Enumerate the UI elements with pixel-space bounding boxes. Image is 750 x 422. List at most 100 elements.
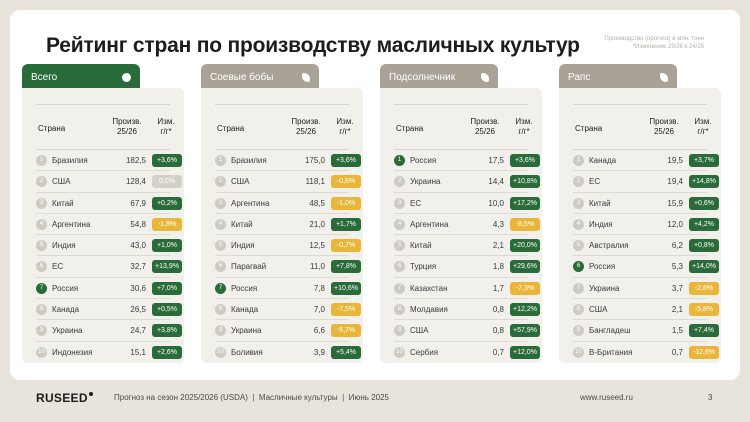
rank-badge: 1 xyxy=(573,155,584,166)
production-value: 6,2 xyxy=(671,241,683,251)
country-name: Россия xyxy=(52,283,79,293)
change-badge: +7,8% xyxy=(331,260,361,274)
table-row: 10 Сербия 0,7 +12,0% xyxy=(394,342,540,363)
production-value: 0,7 xyxy=(671,347,683,357)
table-row: 1 Россия 17,5 +3,6% xyxy=(394,150,540,172)
country-name: ЕС xyxy=(589,177,601,187)
change-badge: +2,6% xyxy=(152,345,182,359)
rank-badge: 3 xyxy=(215,197,226,209)
table-row: 9 США 0,8 +57,9% xyxy=(394,320,540,342)
table-row: 6 ЕС 32,7 +13,9% xyxy=(36,256,182,278)
production-value: 14,4 xyxy=(488,177,504,187)
rank-badge: 4 xyxy=(36,218,47,230)
table-row: 4 Аргентина 54,8 -1,8% xyxy=(36,214,182,236)
rank-badge: 10 xyxy=(573,346,584,358)
table-row: 8 США 2,1 -5,8% xyxy=(573,299,719,321)
change-badge: +3,6% xyxy=(152,154,182,167)
change-badge: -1,0% xyxy=(331,196,361,210)
tab-1[interactable]: Всего xyxy=(22,64,140,90)
rank-badge: 6 xyxy=(36,261,47,273)
rank-badge: 8 xyxy=(394,304,405,316)
table-header: Страна Произв. 25/26 Изм. г/г* xyxy=(573,104,712,150)
ranking-table: Страна Произв. 25/26 Изм. г/г* 1 Канада 19,5 +… xyxy=(559,88,721,363)
production-value: 3,7 xyxy=(671,283,683,293)
table-row: 9 Бангладеш 1,5 +7,4% xyxy=(573,320,719,342)
rank-badge: 2 xyxy=(573,176,584,188)
tab-2[interactable]: Соевые бобы xyxy=(201,64,319,90)
country-name: Китай xyxy=(52,198,74,208)
ruseed-logo[interactable]: RUSEED xyxy=(36,391,93,405)
country-name: Бангладеш xyxy=(589,326,631,336)
footer: RUSEED Прогноз на сезон 2025/2026 (USDA)… xyxy=(0,385,750,415)
change-badge: +17,2% xyxy=(510,196,540,210)
footer-url[interactable]: www.ruseed.ru xyxy=(580,393,633,402)
table-row: 4 Китай 21,0 +1,7% xyxy=(215,214,361,236)
column-header-change: Изм. г/г* xyxy=(157,117,175,136)
change-badge: +3,7% xyxy=(689,154,719,167)
production-value: 26,5 xyxy=(130,305,146,315)
country-name: Украина xyxy=(52,326,83,336)
circle-icon xyxy=(122,72,131,82)
rank-badge: 6 xyxy=(394,261,405,273)
country-name: Россия xyxy=(589,262,616,272)
rank-badge: 9 xyxy=(36,325,47,337)
rank-badge: 9 xyxy=(573,325,584,337)
rank-badge: 7 xyxy=(573,282,584,294)
country-name: Россия xyxy=(410,156,437,165)
column-header-change: Изм. г/г* xyxy=(515,117,533,136)
change-badge: -2,6% xyxy=(689,281,719,295)
table-row: 1 Бразилия 175,0 +3,6% xyxy=(215,150,361,172)
country-name: США xyxy=(410,326,429,336)
rank-badge: 7 xyxy=(394,282,405,294)
column-header-change: Изм. г/г* xyxy=(336,117,354,136)
country-name: Бразилия xyxy=(52,156,88,165)
change-badge: +29,6% xyxy=(510,260,540,274)
rank-badge: 3 xyxy=(36,197,47,209)
production-value: 10,0 xyxy=(488,198,504,208)
footer-text: Прогноз на сезон 2025/2026 (USDA) | Масл… xyxy=(114,393,389,402)
change-badge: -0,7% xyxy=(331,239,361,253)
table-row: 3 Аргентина 48,5 -1,0% xyxy=(215,193,361,214)
country-name: Сербия xyxy=(410,347,439,357)
table-header: Страна Произв. 25/26 Изм. г/г* xyxy=(36,104,175,150)
change-badge: +7,4% xyxy=(689,324,719,338)
change-badge: +4,2% xyxy=(689,217,719,231)
rank-badge: 4 xyxy=(394,218,405,230)
country-name: Молдавия xyxy=(410,305,448,315)
rank-badge: 1 xyxy=(394,155,405,166)
panel-4: Рапс Страна Произв. 25/26 Изм. г/г* 1 Канада 1… xyxy=(559,62,721,367)
change-badge: +12,2% xyxy=(510,303,540,317)
country-name: Китай xyxy=(589,198,611,208)
table-row: 5 Китай 2,1 +20,0% xyxy=(394,235,540,257)
rank-badge: 1 xyxy=(36,155,47,166)
table-row: 7 Казахстан 1,7 -7,3% xyxy=(394,278,540,300)
rank-badge: 1 xyxy=(215,155,226,166)
change-badge: -1,8% xyxy=(152,217,182,231)
change-badge: +14,0% xyxy=(689,260,719,274)
rank-badge: 9 xyxy=(215,325,226,337)
column-header-country: Страна xyxy=(217,124,245,133)
table-row: 8 Канада 7,0 -7,5% xyxy=(215,299,361,321)
production-value: 54,8 xyxy=(130,219,146,229)
tab-3[interactable]: Подсолнечник xyxy=(380,64,498,90)
tab-4[interactable]: Рапс xyxy=(559,64,677,90)
production-value: 1,7 xyxy=(492,283,504,293)
change-badge: -12,6% xyxy=(689,345,719,359)
production-value: 2,1 xyxy=(492,241,504,251)
ranking-table: Страна Произв. 25/26 Изм. г/г* 1 Бразилия 182… xyxy=(22,88,184,363)
change-badge: -5,7% xyxy=(331,324,361,338)
table-row: 9 Украина 24,7 +3,8% xyxy=(36,320,182,342)
table-row: 2 США 128,4 0,0% xyxy=(36,171,182,193)
country-name: Индонезия xyxy=(52,347,93,357)
production-value: 67,9 xyxy=(130,198,146,208)
table-row: 7 Россия 7,8 +10,6% xyxy=(215,278,361,300)
country-name: Аргентина xyxy=(231,198,270,208)
production-value: 21,0 xyxy=(309,219,325,229)
production-value: 43,0 xyxy=(130,241,146,251)
table-row: 4 Индия 12,0 +4,2% xyxy=(573,214,719,236)
change-badge: +3,6% xyxy=(331,154,361,167)
country-name: Китай xyxy=(410,241,432,251)
change-badge: +5,4% xyxy=(331,345,361,359)
ranking-table: Страна Произв. 25/26 Изм. г/г* 1 Бразилия 175… xyxy=(201,88,363,363)
change-badge: +10,8% xyxy=(510,175,540,189)
